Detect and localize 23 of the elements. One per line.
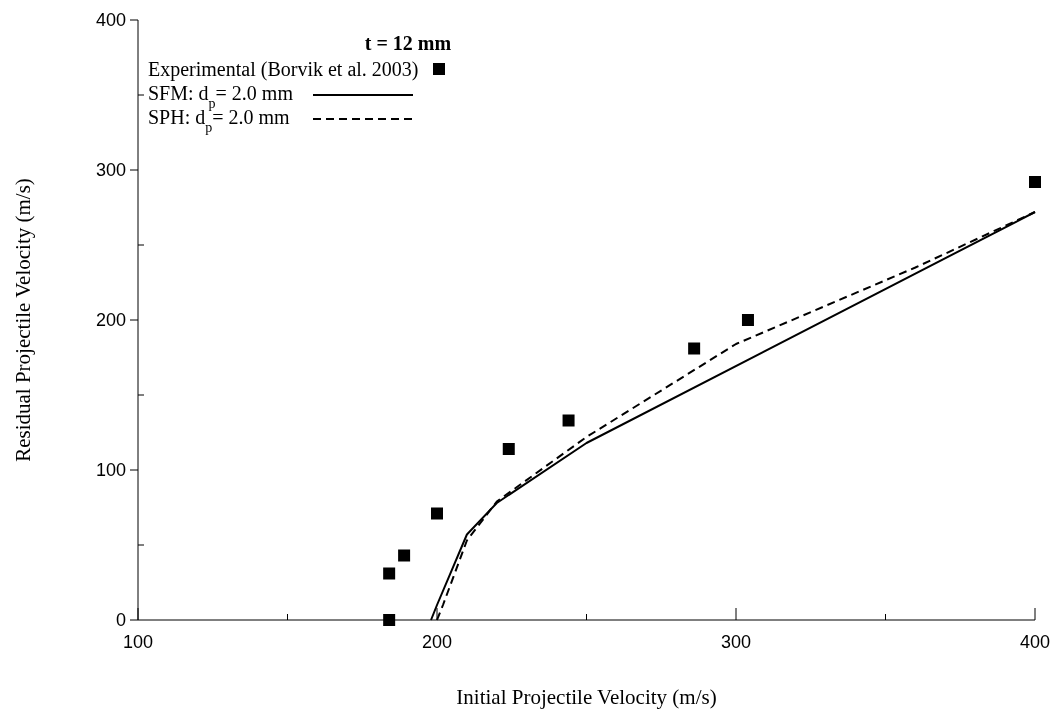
legend-label: Experimental (Borvik et al. 2003) — [148, 58, 419, 81]
y-tick-label: 200 — [95, 310, 126, 330]
x-tick-label: 400 — [1019, 632, 1051, 652]
point — [1029, 176, 1041, 188]
x-tick-label: 300 — [720, 632, 752, 652]
point — [383, 567, 396, 580]
point — [383, 614, 396, 626]
legend-title: t = 12 mm — [364, 32, 452, 54]
y-tick-label: 100 — [95, 460, 126, 480]
y-tick-label: 0 — [115, 610, 126, 630]
y-tick-label: 300 — [95, 160, 126, 180]
legend-label: SFM: d$_{p}$= 2.0 mm — [148, 82, 294, 111]
y-axis-title: Residual Projectile Velocity (m/s) — [11, 178, 35, 462]
point — [431, 507, 443, 520]
x-tick-label: 200 — [421, 632, 453, 652]
point — [502, 443, 515, 455]
point — [562, 414, 575, 427]
x-axis-title: Initial Projectile Velocity (m/s) — [456, 685, 717, 709]
point — [398, 549, 411, 562]
x-tick-label: 100 — [122, 632, 154, 652]
y-tick-label: 400 — [95, 10, 126, 30]
point — [741, 314, 754, 326]
point — [688, 342, 701, 355]
